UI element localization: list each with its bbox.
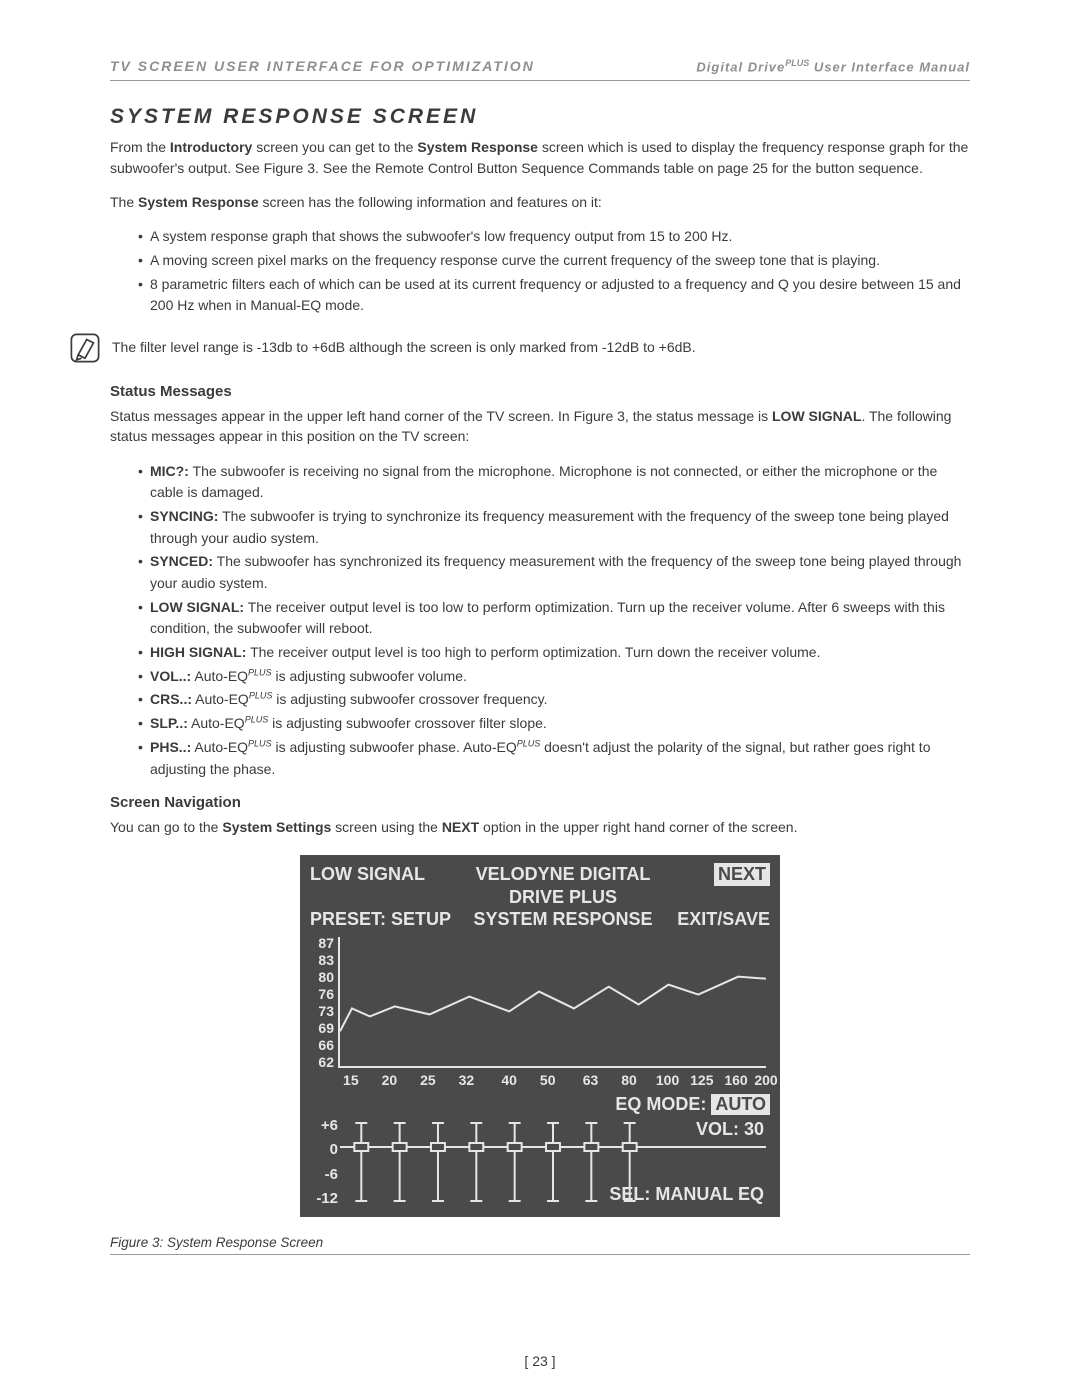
tv-exit: EXIT/SAVE (655, 908, 770, 931)
header-right: Digital DrivePLUS User Interface Manual (696, 58, 970, 74)
status-bullet: PHS..: Auto-EQPLUS is adjusting subwoofe… (138, 737, 970, 780)
tv-next: NEXT (655, 863, 770, 908)
tv-row-1: LOW SIGNAL VELODYNE DIGITAL DRIVE PLUS N… (310, 863, 770, 908)
page-number: [ 23 ] (0, 1353, 1080, 1369)
status-bullet: SYNCED: The subwoofer has synchronized i… (138, 551, 970, 594)
sel-label: SEL: MANUAL EQ (609, 1184, 764, 1205)
note-icon (68, 331, 102, 365)
status-bullet: LOW SIGNAL: The receiver output level is… (138, 597, 970, 640)
page-header: TV SCREEN USER INTERFACE FOR OPTIMIZATIO… (110, 58, 970, 81)
feature-bullet: 8 parametric filters each of which can b… (138, 274, 970, 317)
response-x-labels: 1520253240506380100125160200 (338, 1072, 766, 1090)
status-bullet: HIGH SIGNAL: The receiver output level i… (138, 642, 970, 664)
nav-text: You can go to the System Settings screen… (110, 817, 970, 837)
tv-screen: LOW SIGNAL VELODYNE DIGITAL DRIVE PLUS N… (300, 855, 780, 1217)
response-y-labels: 8783807673696662 (310, 935, 334, 1070)
status-bullet: SLP..: Auto-EQPLUS is adjusting subwoofe… (138, 713, 970, 735)
status-bullet: VOL..: Auto-EQPLUS is adjusting subwoofe… (138, 666, 970, 688)
eq-mode-row: EQ MODE: AUTO (310, 1094, 770, 1115)
tv-subtitle: SYSTEM RESPONSE (471, 908, 655, 931)
tv-preset: PRESET: SETUP (310, 908, 471, 931)
tv-title: VELODYNE DIGITAL DRIVE PLUS (471, 863, 655, 908)
figure-caption: Figure 3: System Response Screen (110, 1225, 970, 1255)
intro-paragraph-1: From the Introductory screen you can get… (110, 137, 970, 178)
note-text: The filter level range is -13db to +6dB … (112, 338, 696, 358)
vol-label: VOL: 30 (696, 1119, 764, 1140)
status-bullets: MIC?: The subwoofer is receiving no sign… (110, 461, 970, 781)
tv-row-2: PRESET: SETUP SYSTEM RESPONSE EXIT/SAVE (310, 908, 770, 931)
filter-y-labels: +60-6-12 (310, 1117, 338, 1207)
status-intro: Status messages appear in the upper left… (110, 406, 970, 447)
section-title: SYSTEM RESPONSE SCREEN (110, 105, 970, 129)
feature-bullet: A moving screen pixel marks on the frequ… (138, 250, 970, 272)
feature-bullets: A system response graph that shows the s… (110, 226, 970, 317)
tv-status: LOW SIGNAL (310, 863, 471, 908)
header-left: TV SCREEN USER INTERFACE FOR OPTIMIZATIO… (110, 58, 535, 74)
status-bullet: MIC?: The subwoofer is receiving no sign… (138, 461, 970, 504)
status-bullet: CRS..: Auto-EQPLUS is adjusting subwoofe… (138, 689, 970, 711)
feature-bullet: A system response graph that shows the s… (138, 226, 970, 248)
status-heading: Status Messages (110, 383, 970, 400)
figure-wrap: LOW SIGNAL VELODYNE DIGITAL DRIVE PLUS N… (110, 855, 970, 1217)
filter-graph: +60-6-12 VOL: 30 SEL: MANUAL EQ (310, 1117, 770, 1207)
intro-paragraph-2: The System Response screen has the follo… (110, 192, 970, 212)
status-bullet: SYNCING: The subwoofer is trying to sync… (138, 506, 970, 549)
response-plot (338, 937, 766, 1068)
nav-heading: Screen Navigation (110, 794, 970, 811)
response-graph: 8783807673696662 15202532405063801001251… (310, 935, 770, 1090)
note-row: The filter level range is -13db to +6dB … (68, 331, 970, 365)
